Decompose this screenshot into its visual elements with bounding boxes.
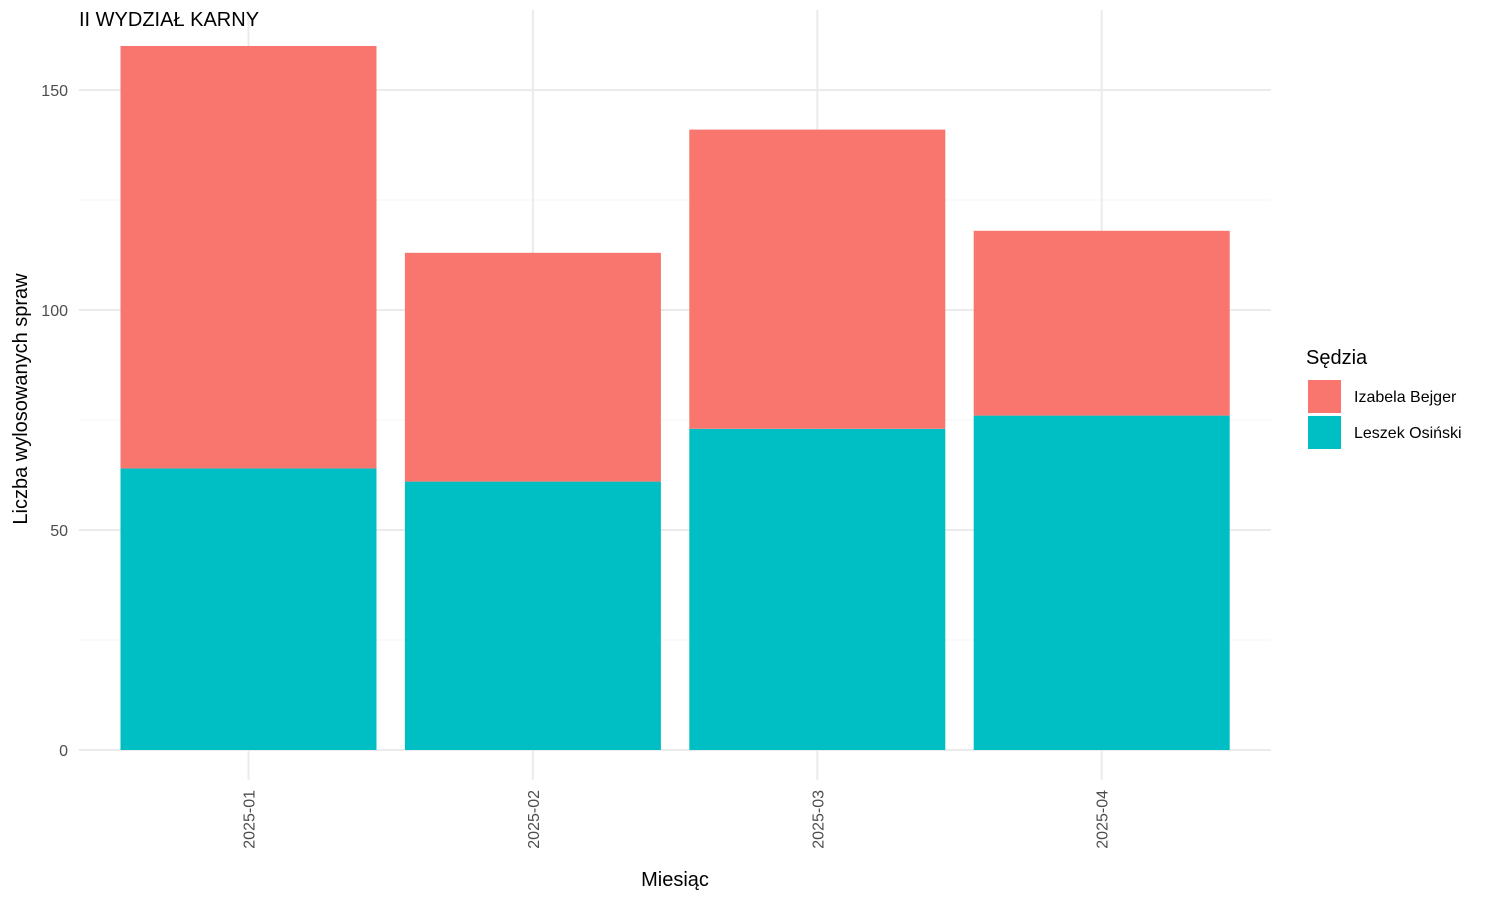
bar-leszek-osin-ski-2025-04 xyxy=(973,415,1230,750)
bars xyxy=(120,46,1230,750)
x-tick-label: 2025-04 xyxy=(1095,790,1112,849)
bar-izabela-bejger-2025-01 xyxy=(120,46,377,469)
legend-key-leszek-osin-ski xyxy=(1308,416,1341,449)
bar-leszek-osin-ski-2025-03 xyxy=(689,428,946,750)
x-axis-title: Miesiąc xyxy=(641,869,709,891)
x-tick-label: 2025-01 xyxy=(242,790,259,849)
x-tick-label: 2025-03 xyxy=(810,790,827,849)
y-tick-label: 150 xyxy=(41,83,68,100)
x-axis-ticks: 2025-01 2025-02 2025-03 2025-04 xyxy=(242,790,1112,849)
legend-label-leszek-osin-ski: Leszek Osiński xyxy=(1354,425,1462,442)
y-axis-ticks: 0 50 100 150 xyxy=(41,83,68,760)
y-tick-label: 0 xyxy=(59,743,68,760)
legend-label-izabela-bejger: Izabela Bejger xyxy=(1354,389,1457,406)
y-tick-label: 100 xyxy=(41,303,68,320)
chart-title: II WYDZIAŁ KARNY xyxy=(79,9,259,31)
bar-izabela-bejger-2025-02 xyxy=(404,252,661,482)
x-tick-label: 2025-02 xyxy=(526,790,543,849)
legend-title: Sędzia xyxy=(1306,347,1368,369)
bar-leszek-osin-ski-2025-01 xyxy=(120,468,377,750)
bar-izabela-bejger-2025-04 xyxy=(973,230,1230,416)
legend-items: Izabela Bejger Leszek Osiński xyxy=(1308,380,1462,449)
bar-leszek-osin-ski-2025-02 xyxy=(404,481,661,750)
y-tick-label: 50 xyxy=(50,523,68,540)
y-axis-title: Liczba wylosowanych spraw xyxy=(10,273,32,525)
legend: Sędzia Izabela Bejger Leszek Osiński xyxy=(1306,347,1462,449)
legend-key-izabela-bejger xyxy=(1308,380,1341,413)
bar-izabela-bejger-2025-03 xyxy=(689,129,946,429)
